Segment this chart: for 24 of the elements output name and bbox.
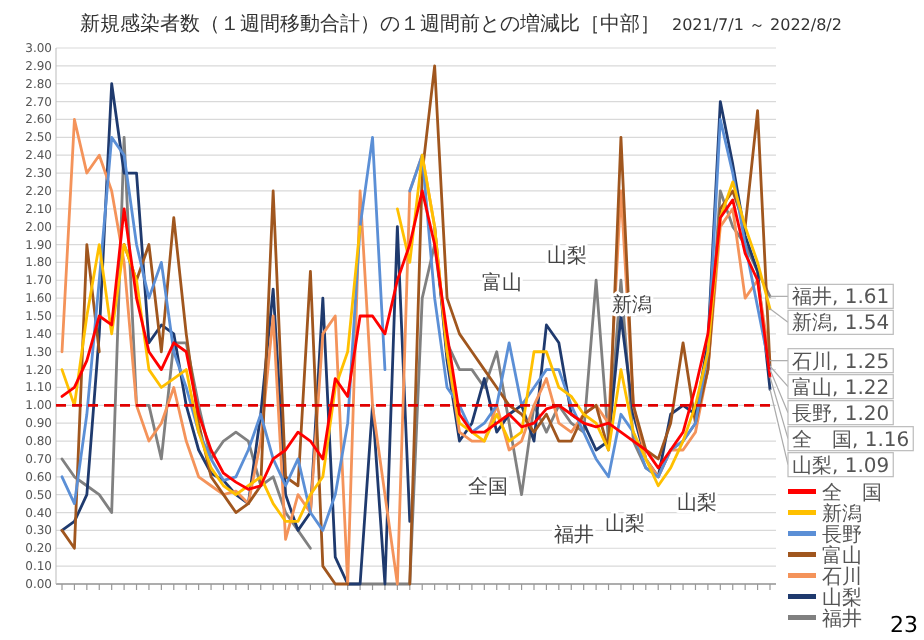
annotation: 福井	[554, 523, 595, 548]
legend-label: 富山	[822, 543, 862, 568]
data-label: 山梨, 1.09	[792, 453, 890, 478]
data-label: 新潟, 1.54	[792, 311, 890, 336]
legend-label: 山梨	[822, 585, 862, 610]
data-label: 福井, 1.61	[792, 285, 890, 310]
annotation: 山梨	[547, 244, 588, 269]
text: 23	[890, 612, 918, 638]
legend-label: 石川	[822, 564, 862, 589]
legend-label: 福井	[822, 606, 862, 631]
chart-title: 新規感染者数（１週間移動合計）の１週間前との増減比［中部］	[80, 12, 660, 36]
data-label: 富山, 1.22	[792, 375, 890, 400]
annotation: 新潟	[612, 292, 652, 317]
annotation: 山梨	[676, 490, 717, 515]
data-label: 長野, 1.20	[792, 403, 890, 426]
annotation: 全国	[468, 474, 508, 499]
chart-subtitle: 2021/7/1 ～ 2022/8/2	[672, 16, 842, 34]
data-label: 石川, 1.25	[792, 349, 890, 374]
annotation: 富山	[482, 271, 523, 296]
legend-label: 長野	[822, 524, 862, 547]
data-label: 全 国, 1.16	[792, 427, 910, 452]
annotation: 山梨	[604, 512, 645, 537]
legend-label: 新潟	[822, 501, 862, 526]
legend-label: 全 国	[822, 480, 882, 505]
